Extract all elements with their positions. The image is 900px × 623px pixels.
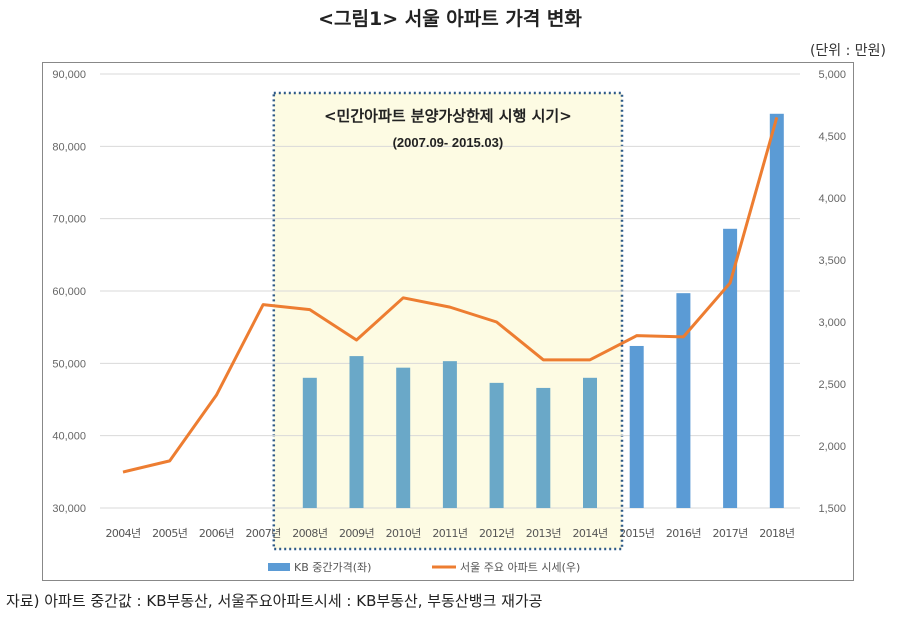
x-axis-label: 2013년 xyxy=(526,527,561,540)
x-axis-label: 2008년 xyxy=(292,527,327,540)
x-axis-label: 2017년 xyxy=(713,527,748,540)
annotation-period: (2007.09- 2015.03) xyxy=(393,135,504,150)
left-axis-tick: 30,000 xyxy=(52,503,86,515)
right-axis-tick: 1,500 xyxy=(818,503,846,515)
chart-frame xyxy=(42,62,854,581)
bar-2010년 xyxy=(396,367,411,508)
x-axis-label: 2009년 xyxy=(339,527,374,540)
right-axis-tick: 2,500 xyxy=(818,379,846,391)
x-axis-label: 2014년 xyxy=(572,527,607,540)
bar-2016년 xyxy=(676,293,691,508)
right-axis-tick: 4,000 xyxy=(818,193,846,205)
bar-2012년 xyxy=(489,382,504,508)
x-axis-label: 2011년 xyxy=(432,527,467,540)
right-axis-tick: 5,000 xyxy=(818,69,846,81)
unit-label: (단위 : 만원) xyxy=(809,43,886,59)
left-axis-tick: 80,000 xyxy=(52,141,86,153)
left-axis-tick: 70,000 xyxy=(52,214,86,226)
right-axis-tick: 2,000 xyxy=(818,441,846,453)
legend-bar-swatch xyxy=(268,563,290,571)
x-axis-label: 2016년 xyxy=(666,527,701,540)
bar-2017년 xyxy=(723,228,738,508)
left-axis-tick: 40,000 xyxy=(52,431,86,443)
left-axis-tick: 60,000 xyxy=(52,286,86,298)
bar-2014년 xyxy=(583,377,597,508)
x-axis-label: 2005년 xyxy=(152,527,187,540)
bar-2008년 xyxy=(302,377,317,508)
right-axis-tick: 3,500 xyxy=(818,255,846,267)
right-axis-tick: 4,500 xyxy=(818,131,846,143)
x-axis-label: 2004년 xyxy=(105,527,140,540)
left-axis-tick: 50,000 xyxy=(52,358,86,370)
bar-2011년 xyxy=(442,361,457,508)
x-axis-label: 2010년 xyxy=(386,527,421,540)
bar-2009년 xyxy=(349,356,364,508)
x-axis-label: 2015년 xyxy=(619,527,654,540)
x-axis-label: 2018년 xyxy=(759,527,794,540)
annotation-title: <민간아파트 분양가상한제 시행 시기> xyxy=(324,107,572,125)
legend-bar-label: KB 중간가격(좌) xyxy=(294,561,371,574)
source-note: 자료) 아파트 중간값 : KB부동산, 서울주요아파트시세 : KB부동산, … xyxy=(6,592,543,610)
bar-2015년 xyxy=(629,345,644,508)
bar-2013년 xyxy=(536,387,551,508)
x-axis-label: 2012년 xyxy=(479,527,514,540)
x-axis-label: 2007년 xyxy=(246,527,281,540)
chart-title: <그림1> 서울 아파트 가격 변화 xyxy=(318,8,582,30)
left-axis-tick: 90,000 xyxy=(52,69,86,81)
legend-line-label: 서울 주요 아파트 시세(우) xyxy=(460,561,580,574)
bar-2018년 xyxy=(769,113,784,509)
x-axis-label: 2006년 xyxy=(199,527,234,540)
right-axis-tick: 3,000 xyxy=(818,317,846,329)
